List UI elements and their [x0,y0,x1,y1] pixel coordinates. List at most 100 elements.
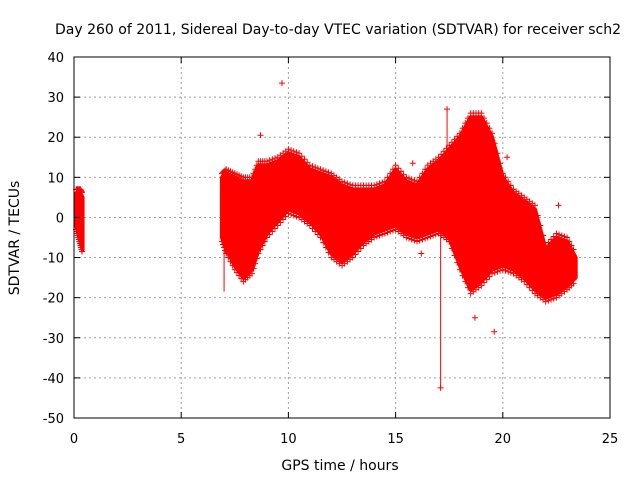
edge-marker [344,180,351,187]
edge-marker [395,165,402,172]
edge-marker [293,213,300,220]
edge-marker [478,110,485,117]
edge-marker [238,275,245,282]
edge-marker [312,228,319,235]
edge-marker [550,233,557,240]
edge-marker [379,179,386,186]
edge-marker [373,233,380,240]
edge-marker [371,182,378,189]
edge-marker [288,211,295,218]
data-band [219,115,578,300]
edge-marker [432,231,439,238]
edge-marker [376,180,383,187]
edge-marker [408,176,415,183]
edge-marker [322,244,329,251]
edge-marker [229,262,236,269]
y-tick-label: -50 [43,412,64,427]
x-tick-label: 5 [177,432,185,447]
edge-marker [499,266,506,273]
axis-ticks: 0 5 10 15 20 25 -50 -40 -30 -20 -10 0 10 20 30 40 [43,51,619,447]
edge-marker [403,234,410,241]
edge-marker [376,232,383,239]
edge-marker [296,150,303,157]
outlier-point [444,106,451,113]
edge-marker [448,245,455,252]
edge-marker [233,269,240,276]
edge-marker [481,279,488,286]
edge-marker [392,162,399,169]
edge-marker [263,158,270,165]
edge-marker [250,170,257,177]
edge-marker [408,236,415,243]
edge-marker [314,165,321,172]
edge-marker [416,237,423,244]
y-axis-label: SDTVAR / TECUs [7,181,23,296]
edge-marker [486,125,493,132]
edge-marker [521,278,528,285]
edge-marker [355,248,362,255]
edge-marker [317,166,324,173]
edge-marker [489,270,496,277]
edge-marker [499,170,506,177]
edge-marker [414,178,421,185]
edge-marker [443,145,450,152]
edge-marker [451,252,458,259]
edge-marker [483,120,490,127]
edge-marker [389,166,396,173]
outlier-point [491,328,498,335]
edge-marker [406,235,412,242]
y-tick-label: -10 [43,252,64,267]
edge-marker [285,146,292,153]
edge-marker [79,189,86,196]
outlier-point [278,80,285,87]
edge-marker [486,273,493,280]
edge-marker [384,174,391,181]
outlier-point [409,160,416,167]
edge-marker [320,167,327,174]
edge-marker [542,242,549,249]
edge-marker [545,239,552,246]
edge-marker [502,267,509,274]
edge-marker [411,177,418,184]
edge-marker [306,222,313,229]
edge-marker [548,236,555,243]
edge-marker [494,268,501,275]
edge-marker [236,272,243,279]
edge-marker [542,298,549,305]
edge-marker [309,225,316,232]
x-tick-label: 25 [602,432,619,447]
edge-marker [414,238,421,245]
edge-marker [222,247,229,254]
edge-marker [277,219,284,226]
x-tick-label: 20 [495,432,512,447]
edge-marker [446,238,453,245]
edge-marker [373,181,380,188]
edge-marker [253,255,260,262]
edge-marker [548,296,555,303]
edge-marker [550,295,557,302]
edge-marker [561,233,568,240]
edge-marker [389,227,396,234]
edge-marker [349,254,356,261]
edge-marker [252,166,259,173]
y-tick-label: -30 [43,332,64,347]
chart-title: Day 260 of 2011, Sidereal Day-to-day VTE… [55,22,621,38]
edge-marker [257,246,264,253]
edge-marker [317,234,324,241]
edge-marker [464,115,471,122]
edge-marker [304,159,311,166]
edge-marker [341,179,348,186]
edge-marker [564,234,571,241]
edge-marker [416,174,423,181]
edge-marker [220,241,227,248]
data-layer [73,80,578,391]
edge-marker [462,120,469,127]
edge-marker [448,139,455,146]
y-tick-label: 20 [47,131,64,146]
edge-marker [523,281,530,288]
edge-marker [301,156,308,163]
edge-marker [381,230,388,237]
edge-marker [497,160,504,167]
edge-marker [489,130,496,137]
